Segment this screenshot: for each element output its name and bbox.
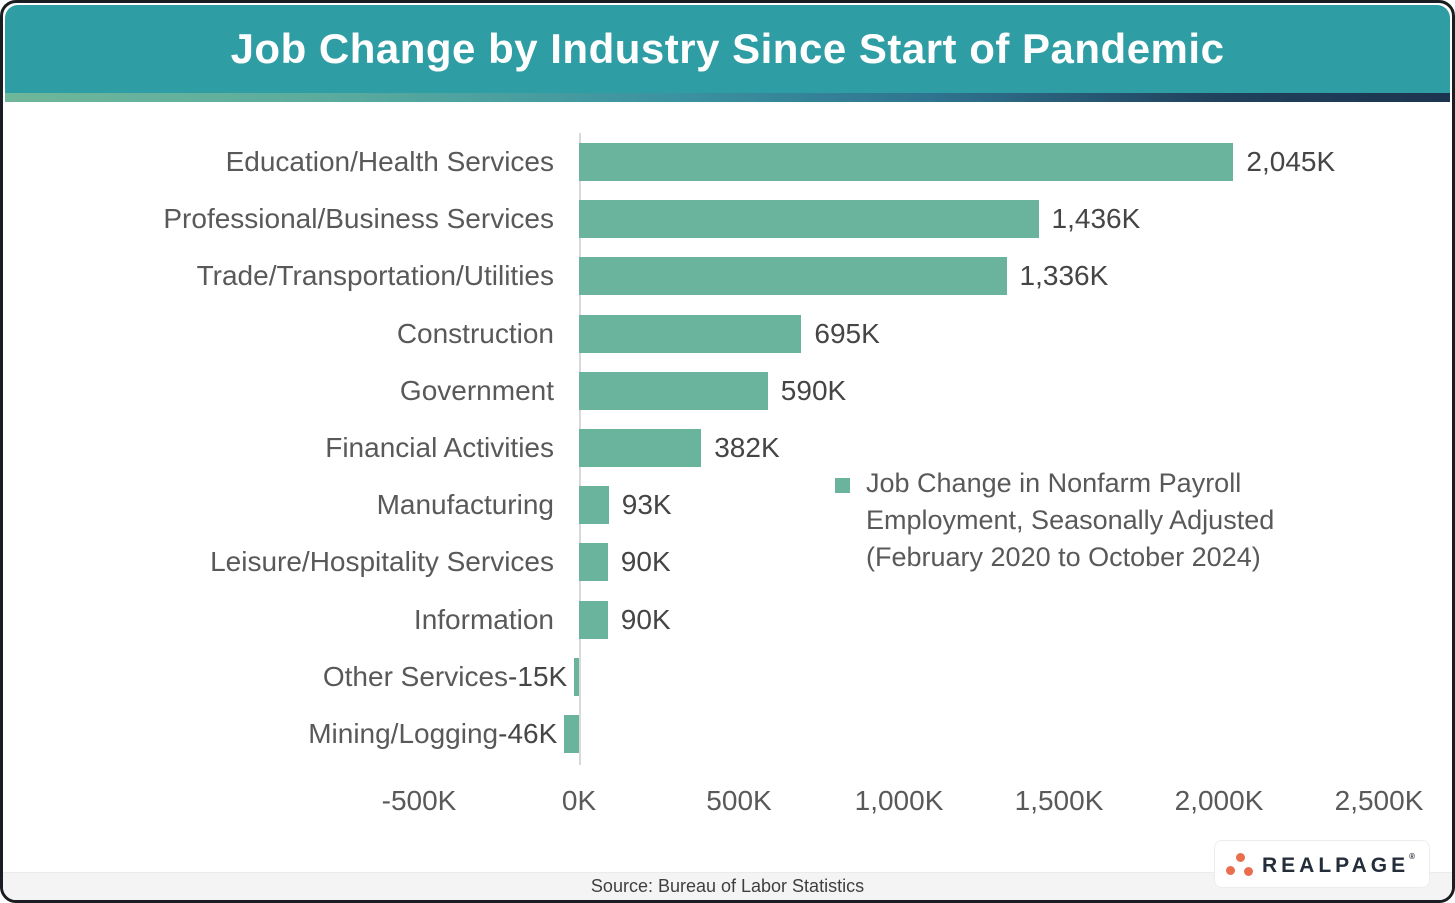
x-tick-label: 1,500K xyxy=(1014,785,1104,816)
gradient-divider xyxy=(5,93,1450,102)
bar xyxy=(574,657,579,696)
value-label: 1,336K xyxy=(1019,260,1109,292)
logo-wordmark: REALPAGE® xyxy=(1262,852,1416,877)
category-and-value: Other Services-15K xyxy=(323,659,567,699)
realpage-logo: REALPAGE® xyxy=(1214,840,1430,888)
chart-header: Job Change by Industry Since Start of Pa… xyxy=(5,5,1450,93)
category-label: Construction xyxy=(396,317,554,349)
value-label: 590K xyxy=(780,374,847,406)
bar xyxy=(579,543,608,582)
x-tick-label: 2,500K xyxy=(1334,785,1424,816)
bar xyxy=(579,143,1234,181)
category-label: Trade/Transportation/Utilities xyxy=(196,260,554,292)
value-label: 90K xyxy=(620,603,671,635)
bar xyxy=(579,486,609,525)
category-label: Manufacturing xyxy=(376,489,554,521)
bar xyxy=(579,600,608,639)
registered-mark: ® xyxy=(1409,852,1416,861)
bar xyxy=(579,200,1039,239)
x-tick-label: 2,000K xyxy=(1174,785,1264,816)
bar xyxy=(564,715,579,753)
value-label: 695K xyxy=(814,317,880,349)
x-tick-label: -500K xyxy=(381,785,457,816)
legend-marker-icon xyxy=(835,478,850,493)
x-tick-label: 500K xyxy=(706,785,772,816)
category-label: Other Services xyxy=(322,660,509,692)
value-label: -15K xyxy=(508,660,568,692)
category-label: Information xyxy=(413,603,554,635)
x-axis: -500K 0K 500K 1,000K 1,500K 2,000K 2,500K xyxy=(3,785,1452,827)
category-and-value: Mining/Logging-46K xyxy=(308,716,557,756)
value-label: 1,436K xyxy=(1051,203,1141,235)
plot-area: Job Change in Nonfarm Payroll Employment… xyxy=(3,102,1452,872)
value-label: 93K xyxy=(621,489,672,521)
chart-title: Job Change by Industry Since Start of Pa… xyxy=(230,25,1225,72)
category-label: Government xyxy=(399,374,554,406)
logo-dot-icon xyxy=(1244,867,1253,876)
bar xyxy=(579,257,1007,296)
value-label: 2,045K xyxy=(1246,146,1336,177)
category-label: Mining/Logging xyxy=(308,718,499,749)
value-label: 382K xyxy=(714,432,780,463)
bar xyxy=(579,314,802,353)
category-label: Leisure/Hospitality Services xyxy=(210,546,554,578)
legend-label: Job Change in Nonfarm Payroll Employment… xyxy=(866,465,1274,576)
legend: Job Change in Nonfarm Payroll Employment… xyxy=(835,465,1335,576)
category-label: Professional/Business Services xyxy=(163,203,554,235)
x-tick-label: 0K xyxy=(561,785,597,816)
source-text: Source: Bureau of Labor Statistics xyxy=(590,876,865,896)
bar xyxy=(579,429,702,467)
logo-dot-icon xyxy=(1236,853,1245,862)
category-label: Education/Health Services xyxy=(225,146,554,177)
source-bar: Source: Bureau of Labor Statistics xyxy=(3,872,1452,900)
legend-line: Job Change in Nonfarm Payroll xyxy=(866,468,1242,498)
value-label: -46K xyxy=(498,718,558,749)
legend-line: (February 2020 to October 2024) xyxy=(866,542,1261,572)
legend-line: Employment, Seasonally Adjusted xyxy=(866,505,1275,535)
value-label: 90K xyxy=(620,546,671,578)
bar xyxy=(579,371,768,410)
x-tick-label: 1,000K xyxy=(854,785,944,816)
logo-dot-icon xyxy=(1226,866,1235,875)
category-label: Financial Activities xyxy=(325,432,554,463)
